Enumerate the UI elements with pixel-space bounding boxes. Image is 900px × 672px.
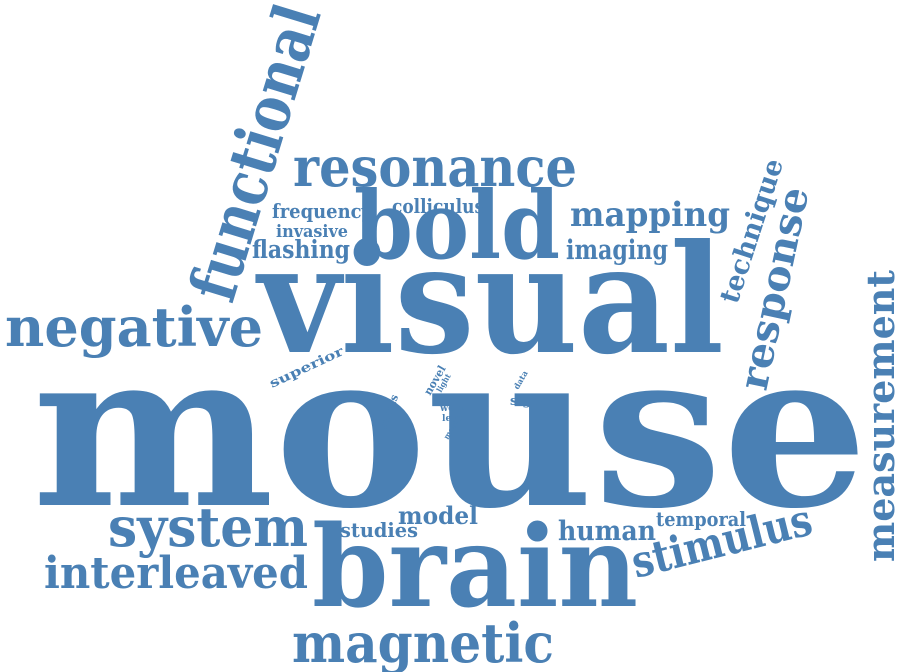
word-studies: studies bbox=[340, 518, 418, 542]
word-frequency: frequency bbox=[272, 199, 373, 223]
word-invasive: invasive bbox=[276, 222, 348, 242]
word-bold: bold bbox=[354, 171, 560, 281]
word-task: task bbox=[448, 392, 466, 402]
word-human: human bbox=[558, 516, 656, 547]
word-colliculus: colliculus bbox=[392, 194, 484, 218]
word-brain: brain bbox=[312, 502, 638, 633]
word-resonance: resonance bbox=[293, 135, 577, 199]
word-measurement: measurement bbox=[858, 270, 900, 562]
word-interleaved: interleaved bbox=[44, 548, 308, 599]
word-group: mouse visual brain bold functional reson… bbox=[5, 0, 900, 672]
word-model: model bbox=[398, 501, 478, 530]
word-level: level bbox=[442, 414, 467, 424]
word-mapping: mapping bbox=[570, 195, 730, 235]
word-negative: negative bbox=[5, 295, 263, 359]
word-magnetic: magnetic bbox=[292, 611, 554, 672]
word-imaging: imaging bbox=[566, 235, 668, 266]
word-signal: signal bbox=[510, 394, 554, 409]
word-mouse: mouse bbox=[32, 303, 868, 556]
word-flashing: flashing bbox=[252, 235, 350, 264]
word-work: work bbox=[439, 403, 467, 414]
word-temporal: temporal bbox=[656, 507, 746, 531]
word-visual: visual bbox=[255, 212, 724, 388]
word-system: system bbox=[108, 495, 308, 559]
